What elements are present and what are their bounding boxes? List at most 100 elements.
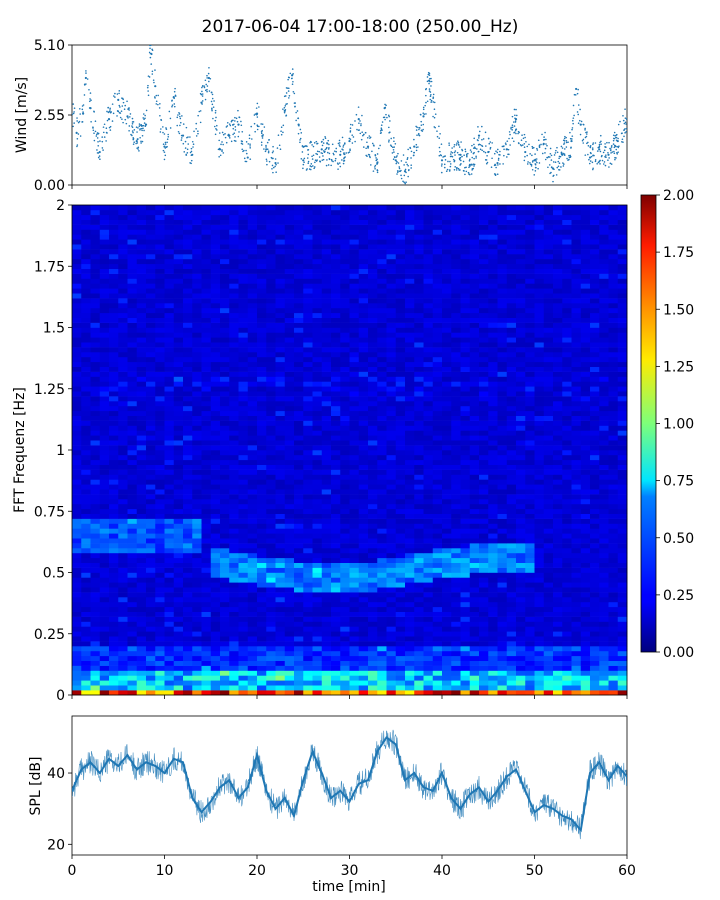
wind-point (222, 143, 224, 146)
spectrogram-cell (81, 469, 91, 475)
wind-point (254, 113, 257, 115)
wind-point (103, 123, 106, 126)
spectrogram-cell (599, 582, 609, 588)
spectrogram-cell (432, 577, 443, 583)
wind-point (571, 138, 573, 140)
spectrogram-cell (136, 450, 147, 456)
spectrogram-cell (469, 655, 480, 661)
spectrogram-cell (183, 508, 193, 514)
spectrogram-cell (247, 641, 258, 647)
wind-point (348, 139, 351, 143)
wind-point (505, 143, 507, 146)
spectrogram-cell (405, 650, 415, 657)
spectrogram-cell (275, 660, 286, 666)
spectrogram-cell (266, 538, 276, 544)
wind-point (458, 158, 461, 161)
wind-point (237, 135, 240, 138)
spectrogram-cell (469, 587, 480, 593)
spectrogram-cell (284, 454, 295, 461)
spectrogram-cell (617, 474, 628, 480)
spectrogram-cell (580, 650, 591, 657)
spectrogram-cell (349, 562, 360, 568)
spectrogram-cell (164, 450, 175, 456)
spectrogram-cell (608, 450, 619, 456)
spectrogram-cell (192, 680, 202, 686)
spectrogram-cell (516, 557, 526, 563)
spectrogram-cell (90, 435, 101, 441)
spectrogram-cell (118, 445, 128, 451)
spectrogram-cell (284, 670, 295, 676)
wind-point (148, 51, 151, 54)
wind-point (299, 141, 301, 144)
spectrogram-cell (81, 445, 91, 451)
spectrogram-cell (442, 675, 452, 681)
spectrogram-cell (506, 641, 517, 647)
spectrogram-cell (321, 415, 332, 421)
spectrogram-cell (488, 503, 498, 510)
spectrogram-cell (340, 675, 350, 681)
spectrogram-cell (210, 425, 221, 431)
spectrogram-cell (525, 587, 535, 593)
spectrogram-cell (368, 606, 378, 612)
spectrogram-cell (321, 548, 332, 554)
spectrogram-cell (192, 440, 202, 446)
spectrogram-cell (599, 435, 609, 441)
wind-point (138, 123, 141, 125)
wind-point (199, 110, 202, 112)
spectrogram-cell (488, 454, 498, 461)
wind-point (261, 137, 264, 139)
wind-point (200, 93, 203, 96)
spectrogram-cell (201, 464, 212, 470)
spectrogram-cell (81, 616, 91, 622)
spectrogram-cell (358, 513, 369, 519)
spectrogram-cell (525, 606, 535, 612)
spectrogram-cell (340, 410, 350, 416)
wind-point (515, 132, 517, 135)
spectrogram-cell (155, 518, 165, 524)
spectrogram-cell (257, 533, 267, 539)
spectrogram-cell (571, 450, 582, 456)
spectrogram-cell (460, 440, 471, 446)
spectrogram-cells (72, 205, 628, 696)
spectrogram-cell (405, 464, 415, 470)
spectrogram-cell (81, 675, 91, 681)
spectrogram-cell (469, 518, 480, 524)
wind-point (519, 144, 522, 146)
spectrogram-cell (525, 410, 535, 416)
wind-point (132, 143, 135, 145)
wind-point (265, 148, 268, 151)
spectrogram-cell (460, 552, 471, 559)
spectrogram-cell (562, 631, 572, 637)
spectrogram-cell (136, 499, 147, 505)
spectrogram-cell (571, 528, 582, 534)
spectrogram-cell (173, 670, 184, 676)
wind-point (582, 123, 585, 126)
spectrogram-cell (340, 680, 350, 686)
spectrogram-cell (220, 557, 230, 563)
wind-point (169, 127, 172, 129)
wind-point (116, 93, 119, 95)
spectrogram-cell (284, 592, 295, 598)
spectrogram-cell (201, 552, 212, 559)
spectrogram-cell (414, 562, 424, 568)
spectrogram-cell (136, 641, 147, 647)
wind-point (420, 129, 423, 132)
spectrogram-cell (257, 606, 267, 612)
wind-point (540, 143, 542, 146)
spectrogram-cell (284, 430, 295, 436)
spectrogram-cell (469, 650, 480, 657)
spectrogram-cell (562, 528, 572, 534)
wind-point (349, 148, 351, 150)
spectrogram-cell (201, 655, 212, 661)
wind-point (81, 121, 83, 123)
wind-point (204, 89, 207, 92)
wind-point (168, 110, 171, 113)
spectrogram-cell (81, 680, 91, 686)
spectrogram-cell (488, 582, 498, 588)
spectrogram-cell (599, 474, 609, 480)
spectrogram-cell (257, 572, 267, 578)
spectrogram-cell (405, 459, 415, 465)
spectrogram-cell (99, 631, 110, 637)
spectrogram-cell (516, 690, 526, 696)
spectrogram-cell (109, 489, 119, 495)
